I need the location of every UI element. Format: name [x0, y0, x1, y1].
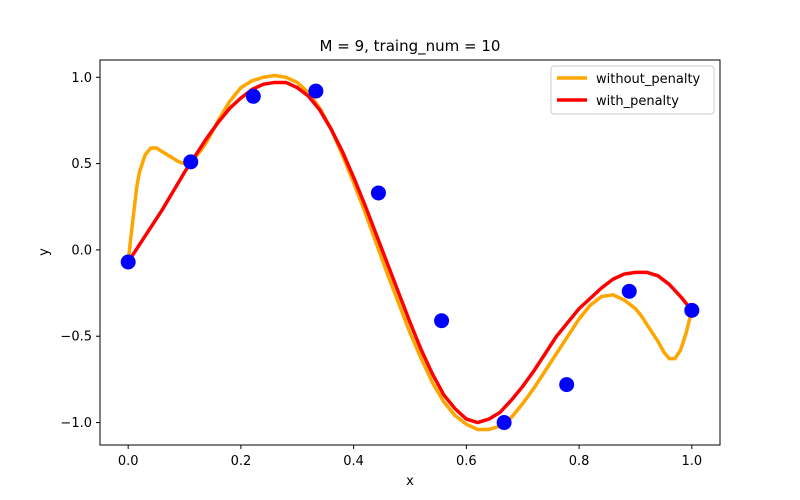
y-tick-label: −0.5 — [60, 330, 92, 345]
x-tick-label: 0.8 — [569, 454, 590, 469]
legend-label-without-penalty: without_penalty — [596, 72, 701, 87]
points-layer — [120, 83, 700, 431]
legend-box — [550, 65, 715, 115]
legend: without_penalty with_penalty — [550, 65, 715, 115]
data-point — [621, 283, 637, 299]
y-axis-label: y — [37, 248, 52, 256]
data-point — [245, 88, 261, 104]
x-tick-label: 0.6 — [456, 454, 477, 469]
data-point — [434, 313, 450, 329]
data-point — [496, 415, 512, 431]
plot-frame — [99, 59, 721, 446]
y-tick-label: 0.0 — [71, 243, 92, 258]
x-tick-label: 1.0 — [681, 454, 702, 469]
x-tick-label: 0.4 — [343, 454, 364, 469]
y-axis: −1.0 −0.5 0.0 0.5 1.0 — [60, 71, 100, 431]
data-point — [308, 83, 324, 99]
series-line-with-penalty — [126, 80, 694, 425]
data-point — [120, 254, 136, 270]
x-axis: 0.0 0.2 0.4 0.6 0.8 1.0 — [118, 445, 702, 469]
y-tick-label: 0.5 — [71, 157, 92, 172]
y-tick-label: 1.0 — [71, 71, 92, 86]
data-point — [559, 377, 575, 393]
data-point — [684, 302, 700, 318]
legend-label-with-penalty: with_penalty — [596, 94, 679, 109]
x-axis-label: x — [406, 474, 414, 489]
y-tick-label: −1.0 — [60, 416, 92, 431]
data-point — [183, 154, 199, 170]
chart-title: M = 9, traing_num = 10 — [320, 37, 501, 56]
series-line-without-penalty — [126, 73, 694, 432]
data-point — [370, 185, 386, 201]
lines-layer — [126, 73, 694, 432]
x-tick-label: 0.2 — [231, 454, 252, 469]
x-tick-label: 0.0 — [118, 454, 139, 469]
